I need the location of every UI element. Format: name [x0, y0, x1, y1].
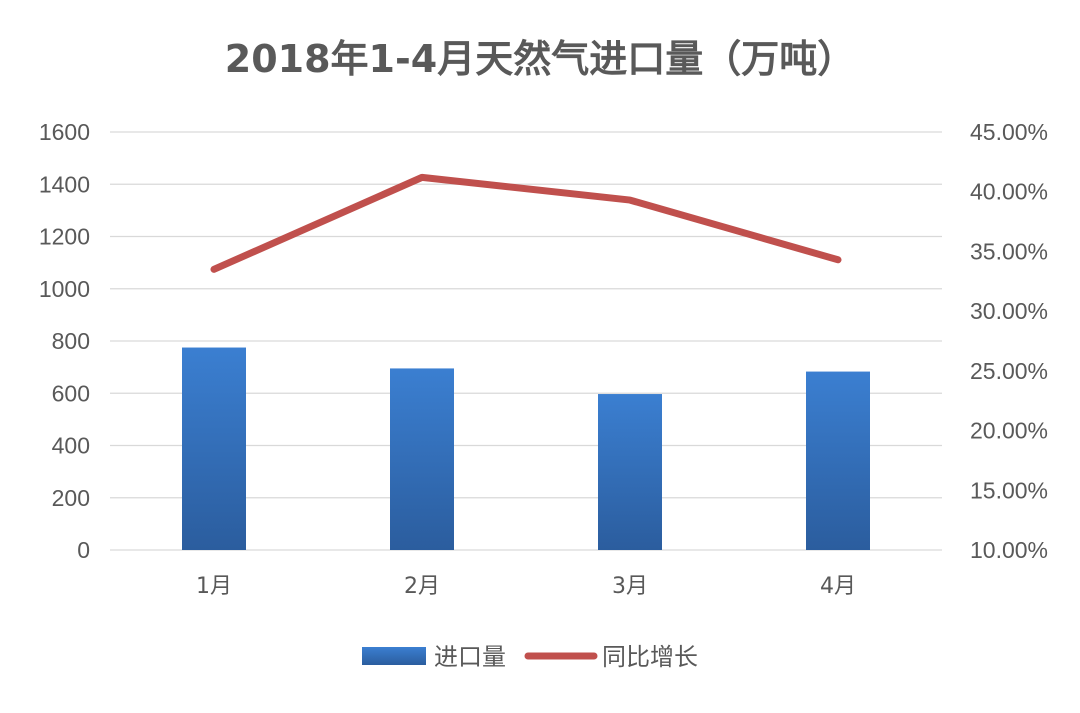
- left-tick-label: 1600: [39, 119, 90, 145]
- left-tick-label: 200: [52, 485, 90, 511]
- legend: 进口量 同比增长: [362, 643, 698, 671]
- category-label: 3月: [612, 574, 648, 599]
- legend-bar-label: 进口量: [434, 643, 506, 671]
- right-tick-label: 25.00%: [970, 358, 1048, 384]
- category-labels: 1月 2月 3月 4月: [196, 574, 856, 599]
- line-point: [837, 259, 839, 261]
- category-label: 2月: [404, 574, 440, 599]
- left-axis-ticks: 0 200 400 600 800 1000 1200 1400 1600: [39, 119, 90, 563]
- right-tick-label: 15.00%: [970, 477, 1048, 503]
- chart-title: 2018年1-4月天然气进口量（万吨）: [225, 37, 855, 81]
- growth-line: [210, 173, 842, 273]
- left-tick-label: 600: [52, 380, 90, 406]
- left-tick-label: 800: [52, 328, 90, 354]
- line-point: [421, 176, 423, 178]
- right-tick-label: 30.00%: [970, 298, 1048, 324]
- right-tick-label: 20.00%: [970, 418, 1048, 444]
- bar: [182, 347, 246, 550]
- bar: [390, 368, 454, 550]
- right-axis-ticks: 10.00% 15.00% 20.00% 25.00% 30.00% 35.00% 40.0…: [970, 119, 1048, 563]
- right-tick-label: 45.00%: [970, 119, 1048, 145]
- right-tick-label: 40.00%: [970, 179, 1048, 205]
- line-point: [213, 268, 215, 270]
- bar-series: [182, 347, 870, 550]
- line-point: [629, 199, 631, 201]
- legend-bar-swatch: [362, 647, 426, 665]
- bar: [806, 371, 870, 550]
- category-label: 1月: [196, 574, 232, 599]
- line-series: [210, 173, 842, 273]
- left-tick-label: 0: [77, 537, 90, 563]
- left-tick-label: 400: [52, 433, 90, 459]
- gridlines: [110, 131, 942, 551]
- legend-line-label: 同比增长: [602, 643, 698, 671]
- right-tick-label: 10.00%: [970, 537, 1048, 563]
- category-label: 4月: [820, 574, 856, 599]
- left-tick-label: 1200: [39, 224, 90, 250]
- right-tick-label: 35.00%: [970, 238, 1048, 264]
- bar: [598, 394, 662, 550]
- left-tick-label: 1000: [39, 276, 90, 302]
- left-tick-label: 1400: [39, 171, 90, 197]
